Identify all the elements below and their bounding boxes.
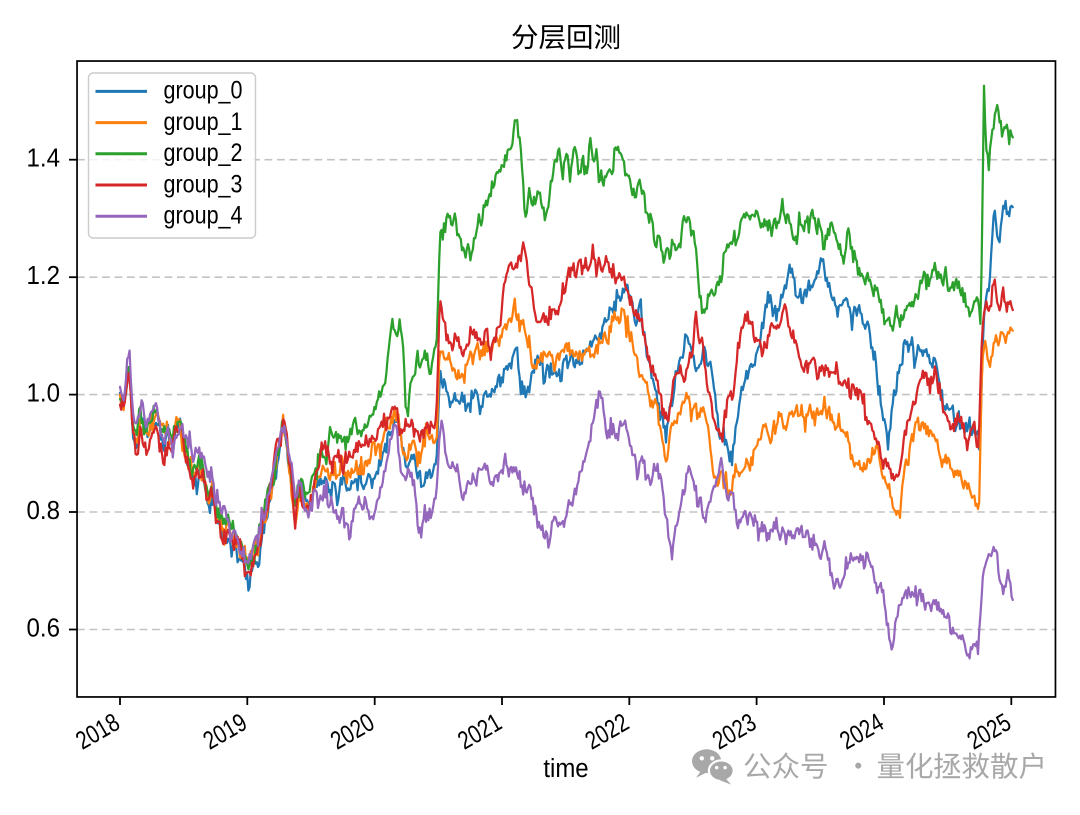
- svg-text:1.4: 1.4: [27, 145, 61, 173]
- svg-text:0.8: 0.8: [27, 497, 61, 525]
- svg-text:group_1: group_1: [164, 108, 243, 136]
- svg-text:group_0: group_0: [164, 77, 243, 105]
- svg-text:group_2: group_2: [164, 139, 243, 167]
- svg-text:group_4: group_4: [164, 202, 243, 230]
- svg-text:time: time: [543, 755, 588, 783]
- svg-text:0.6: 0.6: [27, 614, 61, 642]
- svg-text:1.0: 1.0: [27, 380, 61, 408]
- svg-text:1.2: 1.2: [27, 262, 61, 290]
- svg-text:group_3: group_3: [164, 170, 243, 198]
